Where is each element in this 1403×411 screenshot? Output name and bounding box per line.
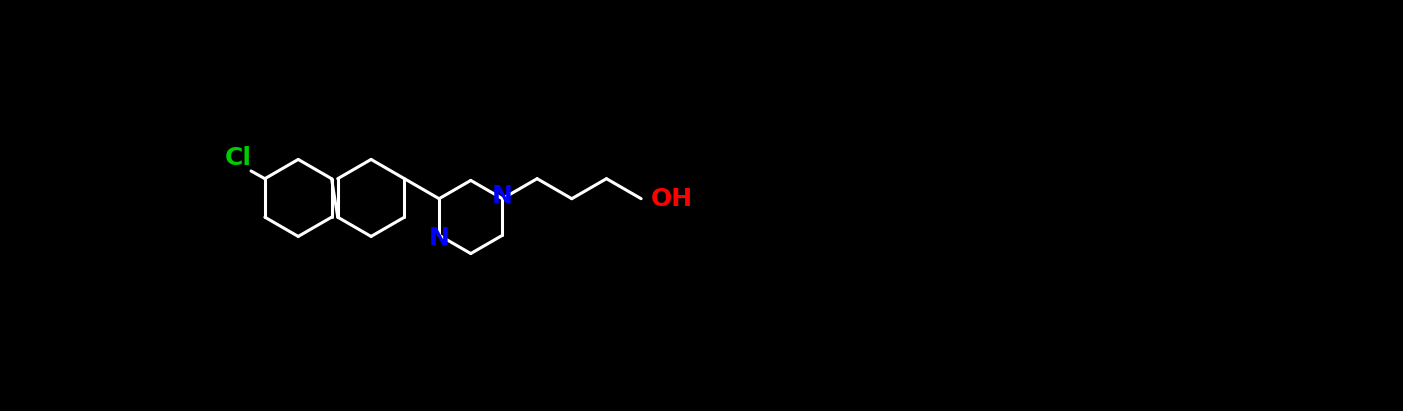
Text: Cl: Cl [224,146,251,170]
Text: N: N [429,226,449,250]
Text: OH: OH [651,187,693,211]
Text: N: N [492,184,513,208]
